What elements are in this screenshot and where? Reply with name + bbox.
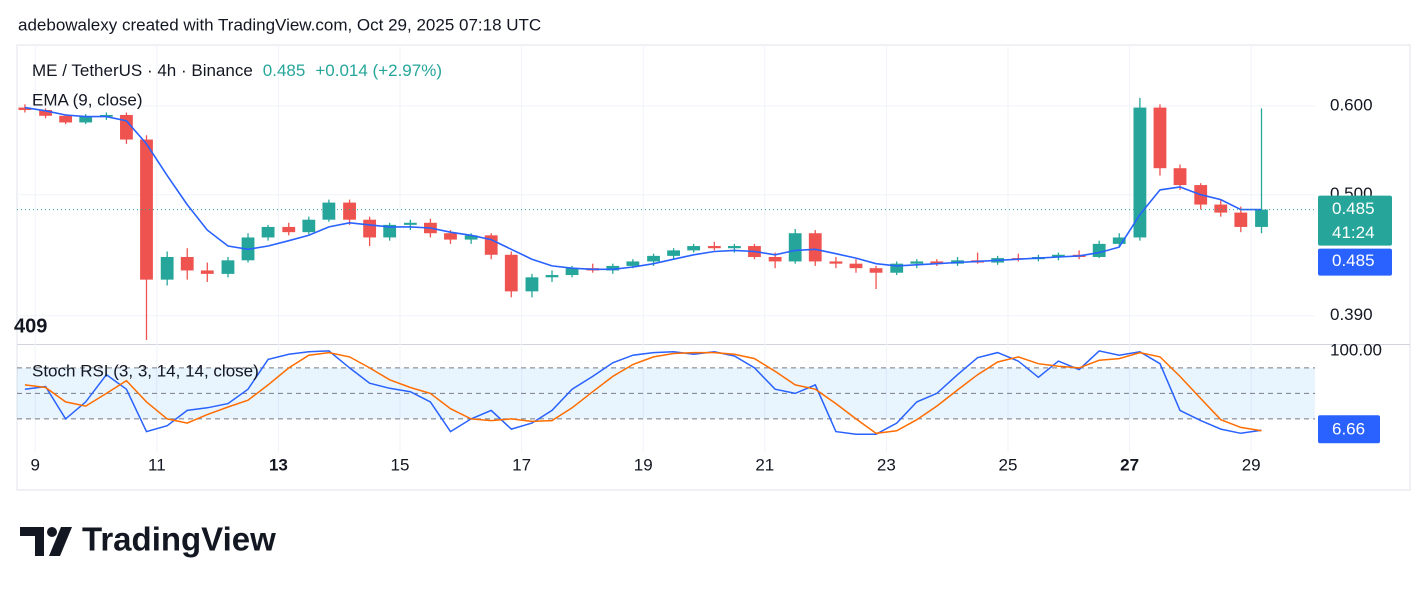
candle-body (1052, 254, 1065, 257)
candle-body (606, 265, 620, 271)
last-price: 0.485 (263, 61, 306, 80)
candle-body (687, 246, 701, 251)
candle-body (79, 116, 93, 123)
y-tick-label: 100.00 (1330, 340, 1382, 359)
candle-body (829, 261, 843, 264)
logo: TradingView (20, 521, 276, 558)
candle-body (221, 260, 235, 274)
last-price-label: 0.485 (1332, 199, 1375, 218)
grid (17, 45, 1315, 452)
chart-legend: ME / TetherUS · 4h · Binance 0.485 +0.014 … (32, 61, 442, 80)
chart-frame (16, 44, 1411, 491)
price-pane (17, 97, 1315, 341)
candle-body (504, 254, 518, 292)
y-tick-label: 0.390 (1330, 305, 1373, 324)
stoch-legend: Stoch RSI (3, 3, 14, 14, close) (32, 361, 259, 380)
chart-title: ME / TetherUS · 4h · Binance (32, 61, 253, 80)
attribution: adebowalexy created with TradingView.com… (18, 15, 541, 34)
logo-icon (49, 527, 72, 556)
candle-body (788, 233, 802, 262)
candle-body (1173, 168, 1187, 186)
y-tick-label: 0.600 (1330, 95, 1373, 114)
candle-body (282, 226, 296, 233)
candle-body (869, 268, 883, 273)
logo-icon (20, 527, 44, 556)
candle-body (18, 107, 32, 111)
x-tick-label: 19 (634, 455, 653, 474)
candle-body (484, 235, 498, 255)
candle-body (808, 233, 822, 262)
candle-body (99, 114, 113, 117)
candle-body (1153, 107, 1167, 169)
candle-body (910, 261, 924, 264)
stoch-value-box (1318, 415, 1380, 444)
price-label-fragment: 409 (14, 315, 47, 337)
candle-body (1133, 107, 1147, 238)
candle-body (768, 256, 782, 262)
stoch-pane (17, 350, 1315, 435)
stoch-line (24, 350, 1262, 435)
x-tick-label: 23 (877, 455, 896, 474)
ema-legend: EMA (9, close) (32, 90, 143, 109)
candle-body (39, 110, 52, 116)
x-tick-label: 21 (755, 455, 774, 474)
candle-body (59, 115, 73, 123)
x-tick-label: 11 (148, 455, 166, 474)
x-tick-label: 9 (31, 455, 40, 474)
x-tick-label: 27 (1120, 455, 1139, 474)
candle-body (1214, 204, 1228, 213)
candle-body (140, 139, 153, 280)
candle-body (647, 255, 660, 262)
candle-body (363, 219, 377, 238)
candle-body (322, 202, 336, 220)
candle-body (525, 277, 539, 292)
x-tick-label: 29 (1242, 455, 1261, 474)
x-tick-label: 15 (391, 455, 410, 474)
stoch-line (24, 351, 1262, 435)
candle-body (707, 246, 721, 249)
candle-body (890, 263, 904, 273)
x-tick-label: 17 (512, 455, 531, 474)
x-tick-label: 25 (999, 455, 1018, 474)
stoch-value-label: 6.66 (1332, 420, 1365, 439)
candle-body (180, 256, 194, 271)
candle-body (160, 256, 174, 280)
price-change: +0.014 (+2.97%) (315, 61, 442, 80)
candle-body (565, 268, 579, 276)
candle-body (403, 222, 417, 225)
candle-body (261, 226, 275, 238)
ema-price-box (1318, 248, 1392, 276)
x-tick-label: 13 (269, 455, 288, 474)
ema-price-label: 0.485 (1332, 251, 1375, 270)
candle-body (1092, 243, 1106, 257)
candle-body (200, 270, 214, 274)
candle-body (444, 233, 457, 240)
candle-body (727, 246, 741, 249)
candle-body (1112, 237, 1126, 244)
last-price-box (1318, 195, 1392, 246)
countdown-label: 41:24 (1332, 223, 1375, 242)
candle-body (626, 261, 640, 266)
candle-body (343, 202, 356, 220)
candle-body (545, 275, 559, 278)
candle-body (1234, 212, 1248, 227)
logo-text: TradingView (82, 521, 276, 558)
candle-body (464, 235, 478, 240)
ema-line (24, 106, 1262, 271)
candle-body (383, 224, 397, 238)
candle-body (1255, 209, 1268, 227)
candle-body (930, 261, 944, 264)
logo-icon (47, 527, 57, 537)
candle-body (302, 219, 316, 233)
candle-body (120, 114, 133, 140)
candle-body (849, 263, 863, 269)
candle-body (667, 250, 681, 256)
